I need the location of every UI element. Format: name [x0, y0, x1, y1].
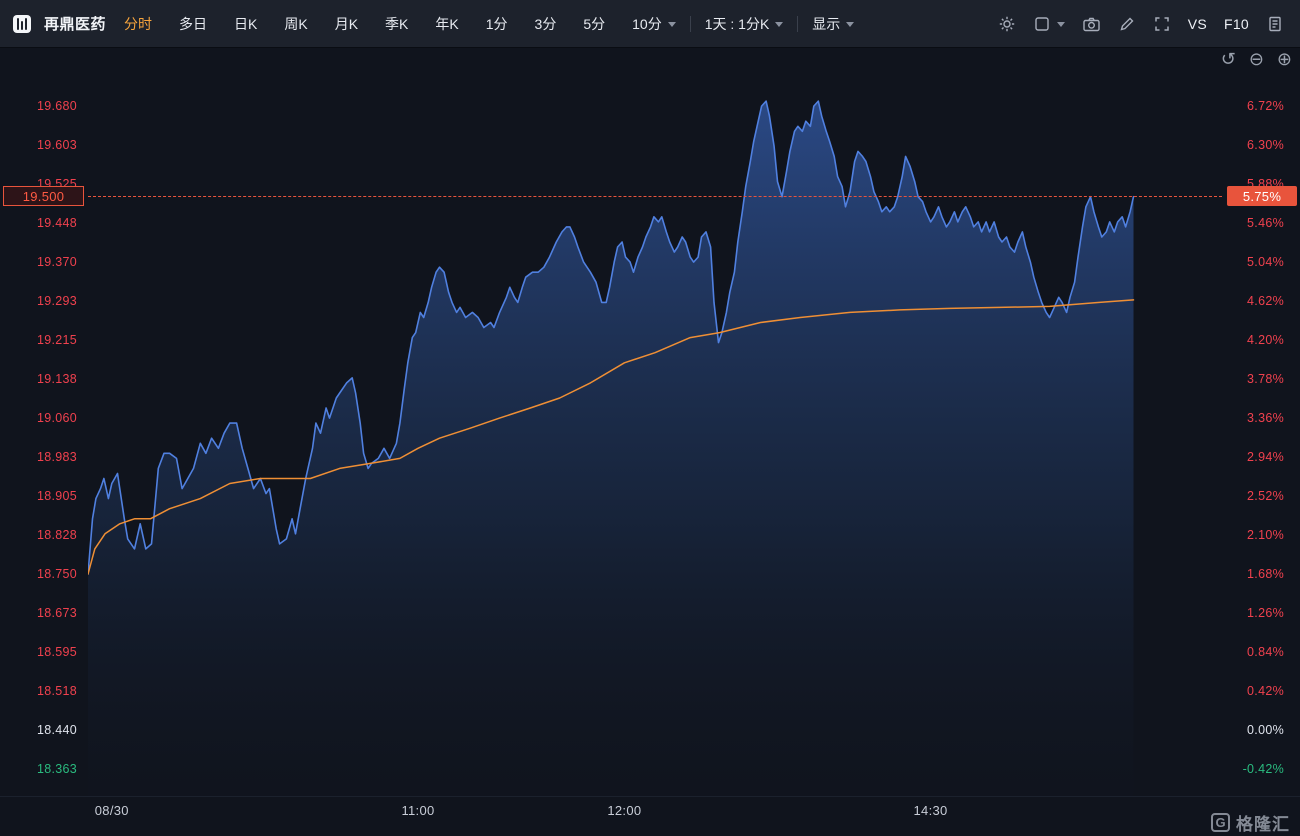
price-tick: 18.905	[36, 489, 77, 503]
price-tick: 18.673	[36, 606, 77, 620]
toolbar-actions: VS F10	[998, 15, 1290, 33]
chevron-down-icon	[1056, 22, 1065, 27]
tab-day-k[interactable]: 日K	[234, 15, 258, 32]
vs-button[interactable]: VS	[1187, 15, 1207, 32]
percent-tick: 2.10%	[1247, 528, 1284, 542]
price-line-path	[88, 100, 1135, 575]
price-tick: 18.750	[36, 567, 77, 581]
price-tick: 19.060	[36, 411, 77, 425]
percent-tick: 1.26%	[1247, 606, 1284, 620]
percent-tick: 5.04%	[1247, 255, 1284, 269]
chevron-down-icon	[775, 22, 784, 27]
percent-tick: 6.30%	[1247, 138, 1284, 152]
percent-tick: 0.00%	[1247, 723, 1284, 737]
percent-tick: 4.20%	[1247, 333, 1284, 347]
toolbar-divider	[797, 15, 799, 32]
percent-tick: 3.36%	[1247, 411, 1284, 425]
chevron-down-icon	[667, 22, 676, 27]
tab-3min[interactable]: 3分	[534, 15, 557, 32]
tab-1min[interactable]: 1分	[485, 15, 508, 32]
tab-year-k[interactable]: 年K	[435, 15, 459, 32]
price-tick: 18.828	[36, 528, 77, 542]
percent-tick: 1.68%	[1247, 567, 1284, 581]
chart-style-icon[interactable]	[1033, 15, 1065, 33]
gelonghui-logo-icon: G	[1211, 813, 1230, 832]
intraday-chart: ↺ ⊖ ⊕ 19.680 19.603 19.525 19.448 19.370 19.2…	[0, 48, 1300, 836]
interval-selector-label: 1天 : 1分K	[704, 15, 770, 32]
price-tick: 19.293	[36, 294, 77, 308]
zoom-in-icon[interactable]: ⊕	[1276, 49, 1292, 70]
toolbar-divider	[689, 15, 691, 32]
avg-line-path	[88, 299, 1135, 575]
percent-tick: 2.52%	[1247, 489, 1284, 503]
time-tick: 08/30	[94, 803, 129, 818]
tab-minute[interactable]: 分时	[124, 15, 153, 32]
percent-tick: 2.94%	[1247, 450, 1284, 464]
screenshot-icon[interactable]	[1082, 15, 1101, 33]
percent-tick: -0.42%	[1242, 762, 1284, 776]
last-price-line	[88, 196, 1222, 197]
price-tick: 18.595	[36, 645, 77, 659]
panel-icon[interactable]	[1266, 15, 1284, 33]
price-tick: 18.440	[36, 723, 77, 737]
percent-tick: 5.46%	[1247, 216, 1284, 230]
tab-multiday[interactable]: 多日	[179, 15, 208, 32]
fullscreen-icon[interactable]	[1153, 15, 1171, 33]
f10-button[interactable]: F10	[1223, 15, 1249, 32]
price-tick: 18.518	[36, 684, 77, 698]
time-tick: 12:00	[607, 803, 642, 818]
zoom-out-icon[interactable]: ⊖	[1248, 49, 1264, 70]
percent-tick: 3.78%	[1247, 372, 1284, 386]
zoom-controls: ↺ ⊖ ⊕	[1221, 51, 1292, 69]
period-tabs: 分时 多日 日K 周K 月K 季K 年K 1分 3分 5分 10分	[124, 14, 676, 34]
percent-tick: 0.84%	[1247, 645, 1284, 659]
price-tick: 18.983	[36, 450, 77, 464]
draw-icon[interactable]	[1118, 15, 1136, 33]
interval-selector[interactable]: 1天 : 1分K	[705, 14, 784, 34]
price-tick: 19.215	[36, 333, 77, 347]
chevron-down-icon	[846, 22, 855, 27]
price-tick: 19.138	[36, 372, 77, 386]
time-tick: 11:00	[401, 803, 435, 818]
tab-5min[interactable]: 5分	[583, 15, 606, 32]
price-tick: 18.363	[36, 762, 77, 776]
last-change-label: 5.75%	[1227, 186, 1297, 206]
price-tick: 19.603	[36, 138, 77, 152]
price-area	[88, 101, 1134, 796]
chart-toolbar: 再鼎医药 分时 多日 日K 周K 月K 季K 年K 1分 3分 5分 10分 1…	[0, 0, 1300, 48]
stock-name: 再鼎医药	[44, 16, 107, 33]
percent-tick: 4.62%	[1247, 294, 1284, 308]
reset-view-icon[interactable]: ↺	[1220, 49, 1236, 70]
time-tick: 14:30	[913, 803, 948, 818]
tab-week-k[interactable]: 周K	[284, 15, 308, 32]
app-logo-icon	[12, 14, 32, 34]
tab-10min-label: 10分	[632, 15, 662, 32]
display-menu-label: 显示	[812, 15, 841, 32]
price-plot	[88, 100, 1135, 796]
last-price-label: 19.500	[3, 186, 84, 206]
watermark-text: 格隆汇	[1236, 815, 1290, 834]
price-tick: 19.370	[36, 255, 77, 269]
tab-month-k[interactable]: 月K	[334, 15, 359, 32]
price-tick: 19.448	[36, 216, 77, 230]
settings-icon[interactable]	[998, 15, 1016, 33]
tab-quarter-k[interactable]: 季K	[385, 15, 409, 32]
time-axis-separator	[0, 796, 1300, 797]
price-tick: 19.680	[36, 99, 77, 113]
gelonghui-watermark: G 格隆汇	[1211, 810, 1290, 835]
tab-10min[interactable]: 10分	[632, 14, 676, 34]
percent-tick: 0.42%	[1247, 684, 1284, 698]
display-menu[interactable]: 显示	[812, 14, 855, 34]
percent-tick: 6.72%	[1247, 99, 1284, 113]
